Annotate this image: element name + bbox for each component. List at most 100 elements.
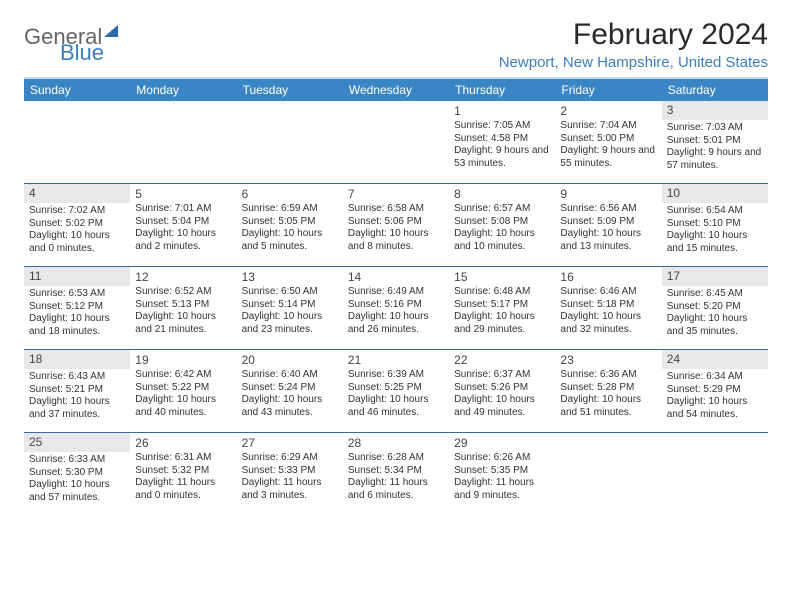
sunset-text: Sunset: 5:02 PM — [29, 218, 125, 231]
day-number: 18 — [29, 352, 125, 367]
sunrise-text: Sunrise: 6:26 AM — [454, 452, 550, 465]
daylight-text: Daylight: 11 hours and 0 minutes. — [135, 477, 231, 502]
day-cell: 9Sunrise: 6:56 AMSunset: 5:09 PMDaylight… — [555, 184, 661, 266]
sunrise-text: Sunrise: 6:34 AM — [667, 371, 763, 384]
day-cell — [555, 433, 661, 515]
day-number: 1 — [454, 104, 550, 119]
sunset-text: Sunset: 5:13 PM — [135, 299, 231, 312]
week-row: 18Sunrise: 6:43 AMSunset: 5:21 PMDayligh… — [24, 349, 768, 432]
sunset-text: Sunset: 5:10 PM — [667, 218, 763, 231]
weekday-header: Thursday — [449, 79, 555, 101]
sunset-text: Sunset: 5:01 PM — [667, 135, 763, 148]
sunrise-text: Sunrise: 6:48 AM — [454, 286, 550, 299]
day-cell: 18Sunrise: 6:43 AMSunset: 5:21 PMDayligh… — [24, 350, 130, 432]
day-cell: 27Sunrise: 6:29 AMSunset: 5:33 PMDayligh… — [237, 433, 343, 515]
daylight-text: Daylight: 10 hours and 46 minutes. — [348, 394, 444, 419]
daylight-text: Daylight: 10 hours and 40 minutes. — [135, 394, 231, 419]
day-number: 23 — [560, 353, 656, 368]
header: General February 2024 Newport, New Hamps… — [24, 18, 768, 71]
day-cell: 2Sunrise: 7:04 AMSunset: 5:00 PMDaylight… — [555, 101, 661, 183]
week-row: 4 Sunrise: 7:02 AMSunset: 5:02 PM Daylight… — [24, 183, 768, 266]
daylight-text: Daylight: 11 hours and 6 minutes. — [348, 477, 444, 502]
day-number: 15 — [454, 270, 550, 285]
sunset-text: Sunset: 5:17 PM — [454, 299, 550, 312]
sunset-text: Sunset: 5:04 PM — [135, 216, 231, 229]
daylight-text: Daylight: 10 hours and 23 minutes. — [242, 311, 338, 336]
sunset-text: Sunset: 5:00 PM — [560, 133, 656, 146]
sunrise-text: Sunrise: 6:57 AM — [454, 203, 550, 216]
sunset-text: Sunset: 5:14 PM — [242, 299, 338, 312]
location-subtitle: Newport, New Hampshire, United States — [499, 54, 768, 71]
daylight-text: Daylight: 10 hours and 32 minutes. — [560, 311, 656, 336]
day-number: 28 — [348, 436, 444, 451]
daylight-text: Daylight: 10 hours and 26 minutes. — [348, 311, 444, 336]
sunset-text: Sunset: 5:28 PM — [560, 382, 656, 395]
day-number: 12 — [135, 270, 231, 285]
day-cell: 3Sunrise: 7:03 AMSunset: 5:01 PMDaylight… — [662, 101, 768, 183]
day-number: 8 — [454, 187, 550, 202]
sunset-text: Sunset: 5:22 PM — [135, 382, 231, 395]
brand-part2: Blue — [60, 40, 104, 66]
sunset-text: Sunset: 5:12 PM — [29, 301, 125, 314]
sunset-text: Sunset: 5:20 PM — [667, 301, 763, 314]
daylight-text: Daylight: 10 hours and 29 minutes. — [454, 311, 550, 336]
sunrise-text: Sunrise: 6:42 AM — [135, 369, 231, 382]
day-cell: 13Sunrise: 6:50 AMSunset: 5:14 PMDayligh… — [237, 267, 343, 349]
sunrise-text: Sunrise: 6:29 AM — [242, 452, 338, 465]
daylight-text: Daylight: 10 hours and 5 minutes. — [242, 228, 338, 253]
day-cell: 22Sunrise: 6:37 AMSunset: 5:26 PMDayligh… — [449, 350, 555, 432]
day-number: 19 — [135, 353, 231, 368]
day-number: 21 — [348, 353, 444, 368]
sunset-text: Sunset: 5:29 PM — [667, 384, 763, 397]
sunrise-text: Sunrise: 6:52 AM — [135, 286, 231, 299]
day-cell: 25Sunrise: 6:33 AMSunset: 5:30 PMDayligh… — [24, 433, 130, 515]
sunset-text: Sunset: 5:08 PM — [454, 216, 550, 229]
day-cell: 4Sunrise: 7:02 AMSunset: 5:02 PMDaylight… — [24, 184, 130, 266]
day-cell — [662, 433, 768, 515]
sunrise-text: Sunrise: 6:53 AM — [29, 288, 125, 301]
daylight-text: Daylight: 10 hours and 10 minutes. — [454, 228, 550, 253]
day-cell: 17Sunrise: 6:45 AMSunset: 5:20 PMDayligh… — [662, 267, 768, 349]
day-cell: 28Sunrise: 6:28 AMSunset: 5:34 PMDayligh… — [343, 433, 449, 515]
day-cell: 1Sunrise: 7:05 AMSunset: 4:58 PMDaylight… — [449, 101, 555, 183]
day-number: 20 — [242, 353, 338, 368]
day-number: 5 — [135, 187, 231, 202]
day-cell — [343, 101, 449, 183]
sunset-text: Sunset: 5:06 PM — [348, 216, 444, 229]
weekday-header: Tuesday — [237, 79, 343, 101]
daylight-text: Daylight: 10 hours and 51 minutes. — [560, 394, 656, 419]
day-cell — [130, 101, 236, 183]
header-right: February 2024 Newport, New Hampshire, Un… — [499, 18, 768, 71]
day-number: 16 — [560, 270, 656, 285]
day-cell: 19Sunrise: 6:42 AMSunset: 5:22 PMDayligh… — [130, 350, 236, 432]
sunset-text: Sunset: 5:09 PM — [560, 216, 656, 229]
daylight-text: Daylight: 11 hours and 9 minutes. — [454, 477, 550, 502]
sunrise-text: Sunrise: 6:54 AM — [667, 205, 763, 218]
sunset-text: Sunset: 5:35 PM — [454, 465, 550, 478]
sunrise-text: Sunrise: 7:02 AM — [29, 205, 125, 218]
day-number: 3 — [667, 103, 763, 118]
daylight-text: Daylight: 10 hours and 35 minutes. — [667, 313, 763, 338]
weekday-header: Saturday — [662, 79, 768, 101]
day-cell: 24Sunrise: 6:34 AMSunset: 5:29 PMDayligh… — [662, 350, 768, 432]
sunrise-text: Sunrise: 7:01 AM — [135, 203, 231, 216]
day-cell: 6Sunrise: 6:59 AMSunset: 5:05 PMDaylight… — [237, 184, 343, 266]
calendar: SundayMondayTuesdayWednesdayThursdayFrid… — [24, 77, 768, 515]
week-row: 1Sunrise: 7:05 AMSunset: 4:58 PMDaylight… — [24, 101, 768, 183]
day-cell: 15Sunrise: 6:48 AMSunset: 5:17 PMDayligh… — [449, 267, 555, 349]
day-cell — [237, 101, 343, 183]
day-number: 4 — [29, 186, 125, 201]
sunrise-text: Sunrise: 6:40 AM — [242, 369, 338, 382]
sunrise-text: Sunrise: 6:58 AM — [348, 203, 444, 216]
sunset-text: Sunset: 5:21 PM — [29, 384, 125, 397]
daylight-text: Daylight: 9 hours and 57 minutes. — [667, 147, 763, 172]
sunrise-text: Sunrise: 6:50 AM — [242, 286, 338, 299]
day-cell: 23Sunrise: 6:36 AMSunset: 5:28 PMDayligh… — [555, 350, 661, 432]
day-cell: 8Sunrise: 6:57 AMSunset: 5:08 PMDaylight… — [449, 184, 555, 266]
daylight-text: Daylight: 11 hours and 3 minutes. — [242, 477, 338, 502]
day-number: 9 — [560, 187, 656, 202]
sunset-text: Sunset: 5:26 PM — [454, 382, 550, 395]
day-cell: 10Sunrise: 6:54 AMSunset: 5:10 PMDayligh… — [662, 184, 768, 266]
day-number: 2 — [560, 104, 656, 119]
daylight-text: Daylight: 10 hours and 54 minutes. — [667, 396, 763, 421]
